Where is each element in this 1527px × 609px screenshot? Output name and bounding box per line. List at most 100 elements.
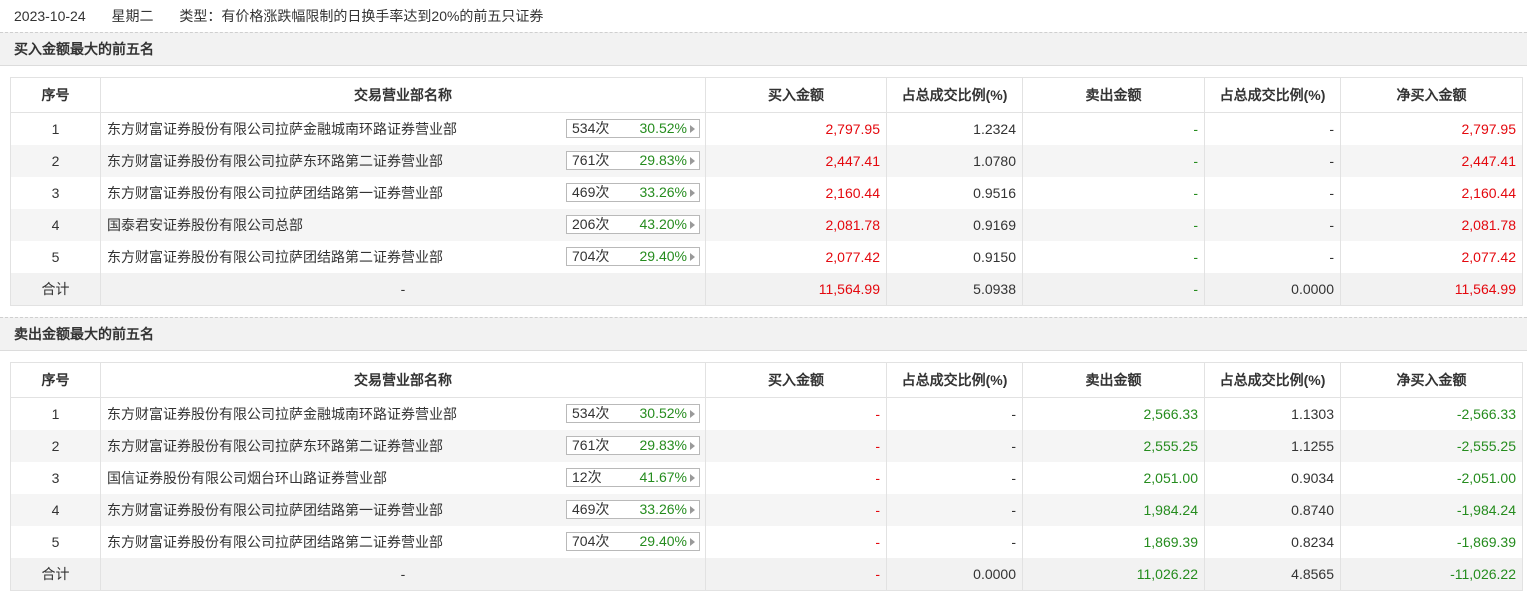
buy-ratio: - [886, 494, 1023, 526]
sell-amount: 2,555.25 [1022, 430, 1205, 462]
total-label: 合计 [10, 558, 101, 591]
listing-count: 704次 [572, 248, 610, 264]
buy-ratio: - [886, 397, 1023, 430]
net-amount: 2,081.78 [1340, 209, 1523, 241]
buy-amount: - [705, 526, 887, 558]
table-row: 3 东方财富证券股份有限公司拉萨团结路第一证券营业部 469次 33.26% 2,160… [10, 177, 1523, 209]
buy-amount: - [705, 494, 887, 526]
branch-stats-button[interactable]: 534次 30.52% [566, 404, 700, 423]
col-header-index: 序号 [10, 362, 101, 398]
row-index: 2 [10, 430, 101, 462]
row-index: 3 [10, 462, 101, 494]
branch-name-link[interactable]: 东方财富证券股份有限公司拉萨团结路第二证券营业部 [107, 534, 443, 550]
sell-ratio: 0.9034 [1204, 462, 1341, 494]
net-amount: 2,077.42 [1340, 241, 1523, 273]
sell-amount: - [1022, 241, 1205, 273]
caret-right-icon [690, 409, 695, 418]
win-rate: 33.26% [639, 501, 687, 517]
col-header-net-amount[interactable]: 净买入金额 [1340, 77, 1523, 113]
table-header-row: 序号 交易营业部名称 买入金额 占总成交比例(%) 卖出金额 占总成交比例(%)… [10, 362, 1523, 398]
win-rate: 29.40% [639, 248, 687, 264]
total-row: 合计 - -0.0000 11,026.22 4.8565 -11,026.22 [10, 558, 1523, 591]
total-branch: - [100, 273, 706, 306]
caret-right-icon [690, 220, 695, 229]
col-header-net-amount[interactable]: 净买入金额 [1340, 362, 1523, 398]
caret-right-icon [690, 188, 695, 197]
branch-name-link[interactable]: 东方财富证券股份有限公司拉萨团结路第二证券营业部 [107, 249, 443, 265]
branch-cell: 东方财富证券股份有限公司拉萨团结路第一证券营业部 469次 33.26% [100, 494, 706, 526]
sell-amount: 1,869.39 [1022, 526, 1205, 558]
branch-name-link[interactable]: 国信证券股份有限公司烟台环山路证券营业部 [107, 470, 387, 486]
sell-amount: - [1022, 209, 1205, 241]
sell-ratio: - [1204, 209, 1341, 241]
win-rate: 30.52% [639, 405, 687, 421]
total-row: 合计 -11,564.99 5.0938-0.0000 11,564.99 [10, 273, 1523, 306]
buy-ratio: 0.9150 [886, 241, 1023, 273]
net-amount: -2,051.00 [1340, 462, 1523, 494]
col-header-buy-ratio[interactable]: 占总成交比例(%) [886, 362, 1023, 398]
branch-name-link[interactable]: 东方财富证券股份有限公司拉萨东环路第二证券营业部 [107, 438, 443, 454]
buy-amount: 2,160.44 [705, 177, 887, 209]
branch-name-link[interactable]: 东方财富证券股份有限公司拉萨金融城南环路证券营业部 [107, 406, 457, 422]
total-sell-ratio: 0.0000 [1204, 273, 1341, 306]
branch-name-link[interactable]: 东方财富证券股份有限公司拉萨团结路第一证券营业部 [107, 502, 443, 518]
col-header-buy-amount[interactable]: 买入金额 [705, 77, 887, 113]
net-amount: 2,797.95 [1340, 112, 1523, 145]
win-rate: 29.83% [639, 437, 687, 453]
row-index: 2 [10, 145, 101, 177]
buy-section-title: 买入金额最大的前五名 [0, 32, 1527, 66]
table-row: 1 东方财富证券股份有限公司拉萨金融城南环路证券营业部 534次 30.52% - -2,… [10, 397, 1523, 430]
branch-name-link[interactable]: 东方财富证券股份有限公司拉萨团结路第一证券营业部 [107, 185, 443, 201]
branch-name-link[interactable]: 东方财富证券股份有限公司拉萨金融城南环路证券营业部 [107, 121, 457, 137]
branch-stats-button[interactable]: 206次 43.20% [566, 215, 700, 234]
list-type: 类型：有价格涨跌幅限制的日换手率达到20%的前五只证券 [179, 8, 544, 24]
listing-count: 761次 [572, 437, 610, 453]
col-header-index: 序号 [10, 77, 101, 113]
caret-right-icon [690, 537, 695, 546]
total-sell-amount: 11,026.22 [1022, 558, 1205, 591]
branch-stats-button[interactable]: 469次 33.26% [566, 500, 700, 519]
col-header-sell-amount[interactable]: 卖出金额 [1022, 362, 1205, 398]
buy-ratio: - [886, 526, 1023, 558]
branch-cell: 东方财富证券股份有限公司拉萨东环路第二证券营业部 761次 29.83% [100, 430, 706, 462]
col-header-buy-amount[interactable]: 买入金额 [705, 362, 887, 398]
col-header-buy-ratio[interactable]: 占总成交比例(%) [886, 77, 1023, 113]
sell-section-title: 卖出金额最大的前五名 [0, 317, 1527, 351]
branch-stats-button[interactable]: 12次 41.67% [566, 468, 700, 487]
branch-stats-button[interactable]: 761次 29.83% [566, 436, 700, 455]
sell-amount: - [1022, 112, 1205, 145]
caret-right-icon [690, 473, 695, 482]
branch-name-link[interactable]: 东方财富证券股份有限公司拉萨东环路第二证券营业部 [107, 153, 443, 169]
table-row: 2 东方财富证券股份有限公司拉萨东环路第二证券营业部 761次 29.83% 2,447… [10, 145, 1523, 177]
branch-stats-button[interactable]: 469次 33.26% [566, 183, 700, 202]
sell-ratio: 1.1255 [1204, 430, 1341, 462]
col-header-sell-amount[interactable]: 卖出金额 [1022, 77, 1205, 113]
col-header-sell-ratio[interactable]: 占总成交比例(%) [1204, 362, 1341, 398]
table-row: 2 东方财富证券股份有限公司拉萨东环路第二证券营业部 761次 29.83% - -2,5… [10, 430, 1523, 462]
net-amount: -2,566.33 [1340, 397, 1523, 430]
row-index: 4 [10, 209, 101, 241]
net-amount: -1,984.24 [1340, 494, 1523, 526]
table-row: 4 国泰君安证券股份有限公司总部 206次 43.20% 2,081.78 0.9169-… [10, 209, 1523, 241]
table-row: 5 东方财富证券股份有限公司拉萨团结路第二证券营业部 704次 29.40% 2,077… [10, 241, 1523, 273]
branch-name-link[interactable]: 国泰君安证券股份有限公司总部 [107, 217, 303, 233]
col-header-sell-ratio[interactable]: 占总成交比例(%) [1204, 77, 1341, 113]
branch-stats-button[interactable]: 704次 29.40% [566, 532, 700, 551]
branch-cell: 东方财富证券股份有限公司拉萨金融城南环路证券营业部 534次 30.52% [100, 112, 706, 145]
buy-amount: - [705, 397, 887, 430]
header-info-bar: 2023-10-24 星期二 类型：有价格涨跌幅限制的日换手率达到20%的前五只… [0, 0, 1527, 32]
branch-cell: 东方财富证券股份有限公司拉萨团结路第二证券营业部 704次 29.40% [100, 241, 706, 273]
branch-stats-button[interactable]: 761次 29.83% [566, 151, 700, 170]
buy-amount: 2,797.95 [705, 112, 887, 145]
buy-amount: - [705, 430, 887, 462]
caret-right-icon [690, 124, 695, 133]
branch-stats-button[interactable]: 534次 30.52% [566, 119, 700, 138]
branch-stats-button[interactable]: 704次 29.40% [566, 247, 700, 266]
total-net-amount: 11,564.99 [1340, 273, 1523, 306]
total-sell-ratio: 4.8565 [1204, 558, 1341, 591]
buy-top5-table: 序号 交易营业部名称 买入金额 占总成交比例(%) 卖出金额 占总成交比例(%)… [10, 77, 1523, 306]
total-buy-amount: - [705, 558, 887, 591]
row-index: 5 [10, 241, 101, 273]
col-header-branch: 交易营业部名称 [100, 362, 706, 398]
total-label: 合计 [10, 273, 101, 306]
